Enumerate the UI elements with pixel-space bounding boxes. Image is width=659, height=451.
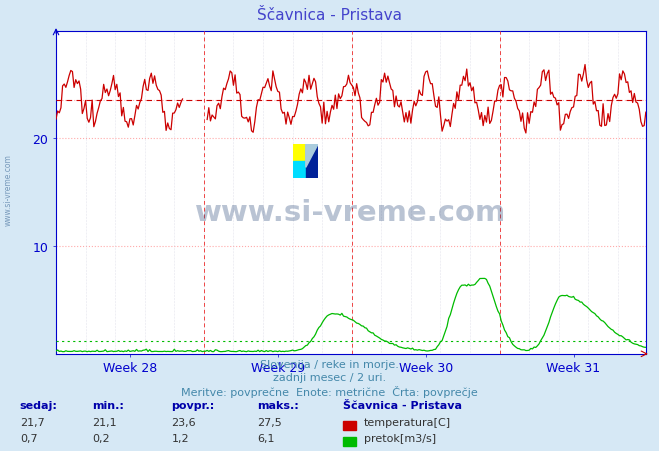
Text: 27,5: 27,5 bbox=[257, 417, 282, 427]
Text: 21,7: 21,7 bbox=[20, 417, 45, 427]
Bar bbox=[306, 144, 318, 178]
Text: maks.:: maks.: bbox=[257, 400, 299, 410]
Text: www.si-vreme.com: www.si-vreme.com bbox=[195, 198, 507, 226]
Text: 21,1: 21,1 bbox=[92, 417, 117, 427]
Text: sedaj:: sedaj: bbox=[20, 400, 57, 410]
Text: Meritve: povprečne  Enote: metrične  Črta: povprečje: Meritve: povprečne Enote: metrične Črta:… bbox=[181, 385, 478, 397]
Text: Slovenija / reke in morje.: Slovenija / reke in morje. bbox=[260, 359, 399, 369]
Text: 23,6: 23,6 bbox=[171, 417, 196, 427]
Bar bbox=[293, 161, 306, 178]
Text: temperatura[C]: temperatura[C] bbox=[364, 417, 451, 427]
Text: www.si-vreme.com: www.si-vreme.com bbox=[3, 153, 13, 226]
Text: povpr.:: povpr.: bbox=[171, 400, 215, 410]
Text: 1,2: 1,2 bbox=[171, 433, 189, 443]
Text: 6,1: 6,1 bbox=[257, 433, 275, 443]
Text: 0,2: 0,2 bbox=[92, 433, 110, 443]
Bar bbox=[293, 144, 306, 161]
Text: 0,7: 0,7 bbox=[20, 433, 38, 443]
Text: zadnji mesec / 2 uri.: zadnji mesec / 2 uri. bbox=[273, 373, 386, 382]
Text: Ščavnica - Pristava: Ščavnica - Pristava bbox=[343, 400, 462, 410]
Text: pretok[m3/s]: pretok[m3/s] bbox=[364, 433, 436, 443]
Polygon shape bbox=[306, 144, 318, 168]
Text: min.:: min.: bbox=[92, 400, 124, 410]
Text: Ščavnica - Pristava: Ščavnica - Pristava bbox=[257, 8, 402, 23]
